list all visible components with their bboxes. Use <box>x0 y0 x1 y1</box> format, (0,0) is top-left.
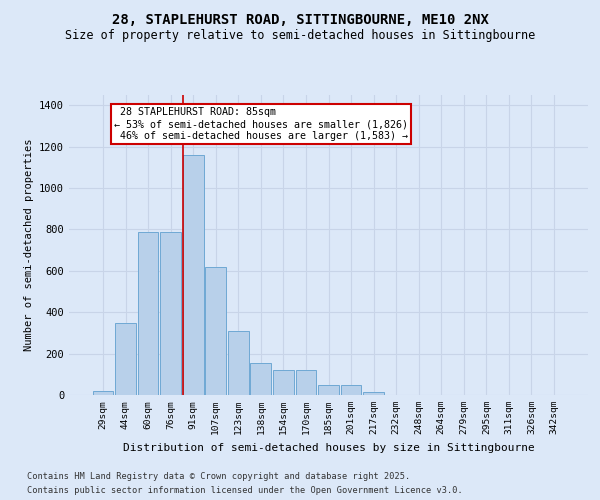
Y-axis label: Number of semi-detached properties: Number of semi-detached properties <box>23 138 34 352</box>
Bar <box>137 232 158 395</box>
Bar <box>296 370 316 395</box>
Text: Contains public sector information licensed under the Open Government Licence v3: Contains public sector information licen… <box>27 486 463 495</box>
Bar <box>363 392 384 395</box>
Text: 28, STAPLEHURST ROAD, SITTINGBOURNE, ME10 2NX: 28, STAPLEHURST ROAD, SITTINGBOURNE, ME1… <box>112 12 488 26</box>
Bar <box>273 370 294 395</box>
Bar <box>160 232 181 395</box>
X-axis label: Distribution of semi-detached houses by size in Sittingbourne: Distribution of semi-detached houses by … <box>122 442 535 452</box>
Text: Size of property relative to semi-detached houses in Sittingbourne: Size of property relative to semi-detach… <box>65 29 535 42</box>
Bar <box>318 384 339 395</box>
Text: 28 STAPLEHURST ROAD: 85sqm
← 53% of semi-detached houses are smaller (1,826)
 46: 28 STAPLEHURST ROAD: 85sqm ← 53% of semi… <box>114 108 408 140</box>
Bar <box>250 363 271 395</box>
Text: Contains HM Land Registry data © Crown copyright and database right 2025.: Contains HM Land Registry data © Crown c… <box>27 472 410 481</box>
Bar <box>341 384 361 395</box>
Bar <box>228 331 248 395</box>
Bar <box>183 155 203 395</box>
Bar <box>92 391 113 395</box>
Bar <box>115 322 136 395</box>
Bar <box>205 266 226 395</box>
